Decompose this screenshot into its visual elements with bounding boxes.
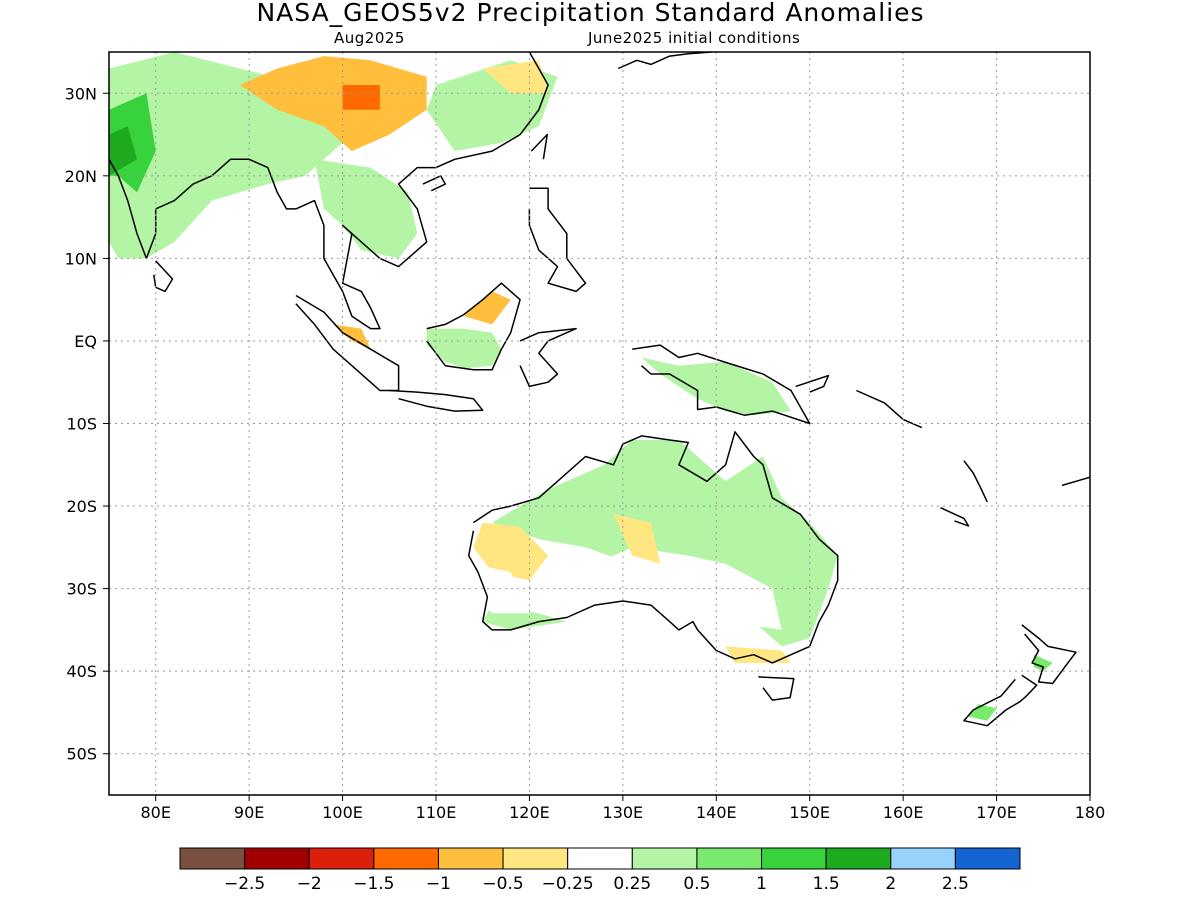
lat-tick-label: 20S bbox=[66, 497, 97, 516]
coastline-japan bbox=[617, 52, 712, 70]
lat-tick-label: 30S bbox=[66, 580, 97, 599]
colorbar-label: 1 bbox=[756, 874, 767, 894]
lon-tick-label: 170E bbox=[976, 803, 1017, 822]
anomaly-region-aus-wa-dry bbox=[473, 522, 549, 581]
lon-tick-label: 130E bbox=[603, 803, 644, 822]
lat-tick-label: 30N bbox=[65, 84, 97, 103]
coastline-sumatra bbox=[295, 294, 400, 392]
anomaly-region-aus-central-white bbox=[576, 547, 782, 630]
init-conditions: June2025 initial conditions bbox=[588, 29, 801, 47]
coastline-fiji bbox=[1061, 476, 1090, 487]
colorbar-label: −1 bbox=[426, 874, 451, 894]
colorbar-swatch bbox=[244, 847, 310, 870]
chart-title: NASA_GEOS5v2 Precipitation Standard Anom… bbox=[256, 0, 925, 27]
anomaly-region-china-light-dry bbox=[482, 60, 549, 94]
anomaly-region-tibet-very-dry bbox=[342, 85, 380, 110]
colorbar: −2.5 −2 −1.5 −1 −0.5 −0.25 0.25 0.5 1 1.5 2 2.5 bbox=[179, 847, 1021, 894]
coastline-newguinea bbox=[632, 344, 811, 425]
anomaly-region-borneo-dry bbox=[464, 291, 511, 325]
colorbar-swatch bbox=[179, 847, 246, 870]
anomaly-region-nz-south-wet bbox=[968, 704, 997, 721]
coastline-tasmania bbox=[758, 676, 795, 701]
coastline-nz_north bbox=[1021, 624, 1077, 685]
gridlines bbox=[109, 52, 1090, 795]
anomaly-region-aus-central-dry bbox=[613, 514, 661, 564]
longitude-labels: 80E 90E 100E 110E 120E 130E 140E 150E 160E 170E 18… bbox=[140, 795, 1105, 822]
colorbar-swatch bbox=[437, 847, 504, 870]
lon-tick-label: 140E bbox=[696, 803, 737, 822]
coastline-india bbox=[109, 52, 549, 330]
colorbar-label: −0.5 bbox=[482, 874, 523, 894]
colorbar-swatch bbox=[308, 847, 375, 870]
coastline-taiwan bbox=[530, 133, 548, 160]
coastline-nz_south bbox=[963, 674, 1038, 727]
coastline-solomons bbox=[856, 389, 923, 429]
colorbar-swatch bbox=[890, 847, 956, 870]
lon-tick-label: 110E bbox=[416, 803, 457, 822]
colorbar-label: −2 bbox=[297, 874, 322, 894]
lat-tick-label: EQ bbox=[74, 332, 97, 351]
colorbar-swatch bbox=[567, 847, 633, 870]
lon-tick-label: 100E bbox=[322, 803, 363, 822]
anomaly-region-borneo-wet bbox=[426, 328, 502, 369]
colorbar-label: 2 bbox=[885, 874, 896, 894]
colorbar-label: −0.25 bbox=[542, 874, 594, 894]
anomaly-region-indochina-wet bbox=[314, 159, 418, 259]
colorbar-swatch bbox=[761, 847, 827, 870]
colorbar-swatch bbox=[954, 847, 1021, 870]
coastline-new_caledonia bbox=[940, 507, 970, 527]
anomaly-region-aus-west-white bbox=[473, 563, 530, 614]
coastline-new_britain bbox=[795, 374, 830, 393]
colorbar-swatch bbox=[696, 847, 763, 870]
latitude-labels: 30N 20N 10N EQ 10S 20S 30S 40S 50S bbox=[65, 84, 109, 764]
lon-tick-label: 150E bbox=[789, 803, 830, 822]
colorbar-swatch bbox=[373, 847, 439, 870]
colorbar-swatch bbox=[502, 847, 569, 870]
colorbar-label: −1.5 bbox=[353, 874, 394, 894]
colorbar-swatch bbox=[825, 847, 892, 870]
lon-tick-label: 180 bbox=[1075, 803, 1106, 822]
anomaly-region-india-extreme-wet bbox=[109, 126, 137, 176]
coastline-java bbox=[389, 389, 484, 412]
colorbar-label: 1.5 bbox=[813, 874, 840, 894]
colorbar-label: 0.5 bbox=[683, 874, 710, 894]
coastline-srilanka bbox=[153, 260, 174, 293]
lon-tick-label: 90E bbox=[234, 803, 264, 822]
anomaly-region-tibet-dry bbox=[239, 56, 427, 152]
coastlines bbox=[109, 52, 1090, 727]
lat-tick-label: 50S bbox=[66, 745, 97, 764]
lat-tick-label: 10N bbox=[65, 249, 97, 268]
anomaly-region-new-guinea-wet bbox=[641, 357, 791, 416]
valid-month: Aug2025 bbox=[334, 29, 405, 47]
colorbar-label: 2.5 bbox=[942, 874, 969, 894]
lat-tick-label: 40S bbox=[66, 662, 97, 681]
coastline-australia bbox=[467, 431, 839, 664]
coastline-vanuatu bbox=[963, 460, 988, 503]
coastline-hainan bbox=[422, 175, 447, 192]
lon-tick-label: 120E bbox=[509, 803, 550, 822]
anomaly-region-nz-north-wet bbox=[1033, 654, 1053, 672]
coastline-borneo bbox=[426, 282, 521, 371]
anomaly-fields bbox=[109, 52, 1053, 721]
coastline-sulawesi bbox=[519, 327, 577, 388]
lon-tick-label: 80E bbox=[140, 803, 170, 822]
coastline-philippines bbox=[528, 187, 587, 293]
lat-tick-label: 20N bbox=[65, 167, 97, 186]
lon-tick-label: 160E bbox=[883, 803, 924, 822]
colorbar-swatch bbox=[631, 847, 698, 870]
lat-tick-label: 10S bbox=[66, 415, 97, 434]
colorbar-label: −2.5 bbox=[224, 874, 265, 894]
colorbar-label: 0.25 bbox=[613, 874, 651, 894]
anomaly-region-aus-se-dry bbox=[725, 646, 791, 663]
